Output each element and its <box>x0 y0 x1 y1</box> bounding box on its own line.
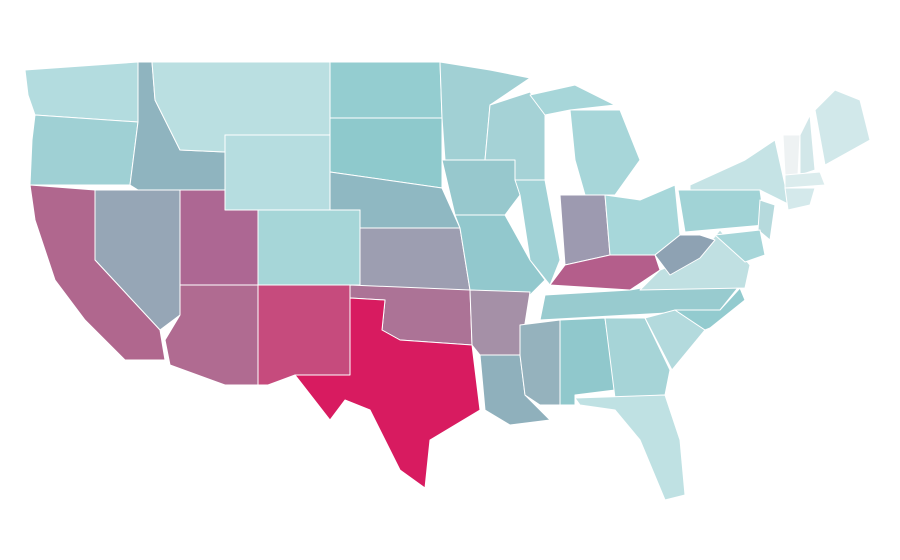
state-region <box>294 297 481 489</box>
state-region <box>29 114 139 186</box>
state-region <box>677 189 766 233</box>
state-region <box>784 187 816 211</box>
state-region <box>814 89 871 166</box>
state-region <box>359 227 471 291</box>
state-region <box>604 317 671 399</box>
state-region <box>329 61 443 119</box>
state-region <box>799 114 816 176</box>
state-region <box>29 184 166 361</box>
state-region <box>757 199 776 241</box>
state-region <box>574 394 686 501</box>
state-region <box>569 109 641 196</box>
state-region <box>24 61 139 123</box>
state-region <box>441 159 521 216</box>
state-region <box>257 209 361 286</box>
state-region <box>224 134 331 211</box>
state-region <box>454 214 546 296</box>
state-region <box>529 84 616 116</box>
state-region <box>559 194 611 266</box>
state-region <box>519 319 561 406</box>
state-region <box>674 287 746 331</box>
state-region <box>654 234 716 276</box>
state-region <box>257 284 351 386</box>
state-region <box>782 134 801 176</box>
state-region <box>714 229 766 263</box>
state-region <box>784 171 826 189</box>
